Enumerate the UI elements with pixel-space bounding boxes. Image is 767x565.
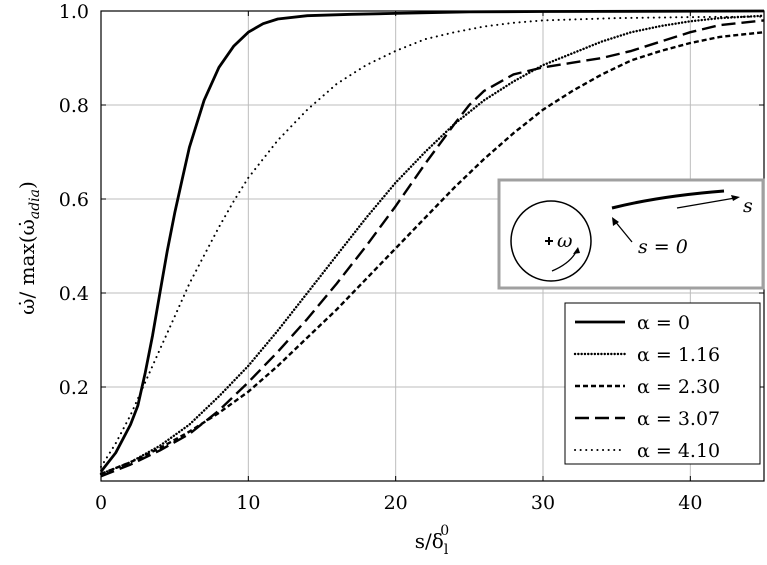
inset-flame-curve	[611, 189, 725, 210]
legend-label: α = 1.16	[637, 344, 720, 366]
legend-label: α = 0	[637, 312, 690, 334]
y-tick-label: 0.6	[59, 189, 89, 211]
legend-label: α = 4.10	[637, 440, 720, 462]
x-axis-title: s/δl0	[415, 523, 449, 558]
inset-omega-label: ω	[557, 230, 573, 252]
s-zero-arrow-icon	[613, 219, 633, 243]
x-tick-label: 20	[384, 492, 408, 514]
s-direction-arrowhead-icon	[731, 195, 740, 201]
y-tick-label: 0.8	[59, 95, 89, 117]
inset-circle	[510, 200, 592, 282]
series-line	[100, 19, 765, 478]
legend-label: α = 2.30	[637, 376, 720, 398]
x-tick-label: 30	[531, 492, 555, 514]
inset-s-label: s	[743, 195, 753, 217]
x-tick-label: 40	[678, 492, 702, 514]
plus-icon	[545, 237, 553, 245]
x-tick-label: 10	[236, 492, 260, 514]
inset-s-zero-label: s = 0	[638, 236, 688, 258]
y-axis-title: ω̇/ max(ω̇adia)	[15, 181, 43, 315]
rotation-arrowhead-icon	[573, 247, 580, 254]
legend: α = 0 α = 1.16 α = 2.30 α = 3.07 α = 4.10	[564, 302, 761, 465]
y-tick-label: 0.2	[59, 377, 89, 399]
s-zero-arrowhead-icon	[612, 217, 619, 226]
series-line	[99, 14, 766, 476]
legend-frame	[564, 302, 761, 465]
legend-label: α = 3.07	[637, 408, 720, 430]
s-direction-arrow-icon	[676, 197, 736, 209]
y-tick-label: 0.4	[59, 283, 89, 305]
inset-diagram: ω s s = 0	[497, 178, 765, 290]
y-tick-label: 1.0	[59, 1, 89, 23]
x-tick-label: 0	[95, 492, 107, 514]
series-line	[99, 9, 765, 473]
axis-ticks: 0 10 20 30 40 0.2 0.4 0.6 0.8 1.0	[59, 1, 764, 514]
inset-frame	[497, 178, 765, 290]
series-layer	[99, 9, 766, 478]
